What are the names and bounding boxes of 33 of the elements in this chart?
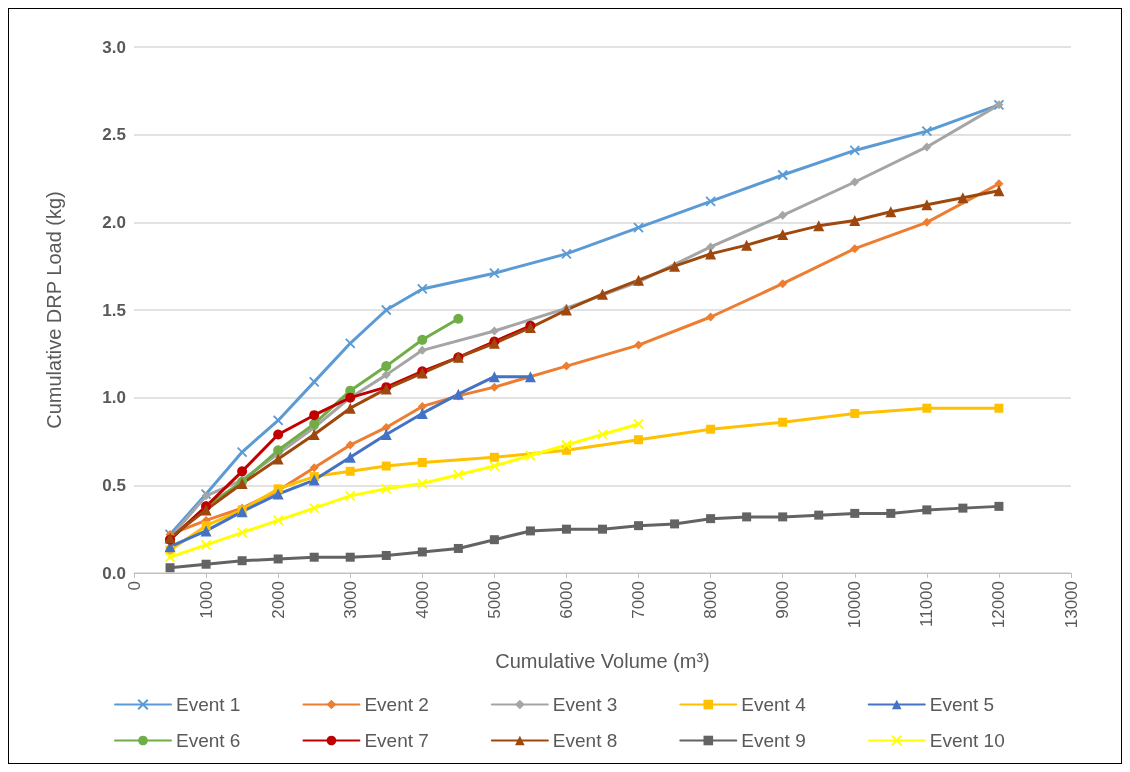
- y-tick-label: 0.0: [102, 563, 126, 583]
- x-tick-label: 5000: [484, 581, 504, 619]
- y-tick-label: 2.0: [102, 212, 126, 232]
- legend-label: Event 9: [741, 730, 806, 751]
- y-tick-label: 2.5: [102, 125, 126, 145]
- x-tick-label: 10000: [845, 581, 865, 629]
- y-tick-label: 1.0: [102, 388, 126, 408]
- x-tick-label: 2000: [268, 581, 288, 619]
- x-tick-label: 4000: [412, 581, 432, 619]
- legend-label: Event 6: [176, 730, 241, 751]
- x-tick-label: 13000: [1061, 581, 1081, 629]
- legend-label: Event 5: [929, 694, 995, 715]
- x-tick-label: 9000: [773, 581, 793, 619]
- legend-label: Event 3: [552, 694, 618, 715]
- x-tick-label: 6000: [556, 581, 576, 619]
- x-tick-label: 8000: [701, 581, 721, 619]
- legend-label: Event 4: [741, 694, 807, 715]
- legend-label: Event 1: [176, 694, 241, 715]
- y-tick-label: 3.0: [102, 37, 126, 57]
- x-axis-title: Cumulative Volume (m³): [495, 650, 710, 672]
- legend-label: Event 7: [364, 730, 429, 751]
- legend-label: Event 10: [929, 730, 1005, 751]
- x-tick-label: 3000: [340, 581, 360, 619]
- x-tick-label: 1000: [196, 581, 216, 619]
- y-axis-title: Cumulative DRP Load (kg): [43, 191, 65, 429]
- y-tick-label: 1.5: [102, 300, 126, 320]
- x-tick-label: 12000: [989, 581, 1009, 629]
- x-tick-label: 11000: [917, 581, 937, 628]
- x-tick-label: 7000: [629, 581, 649, 619]
- legend-label: Event 8: [552, 730, 618, 751]
- legend-label: Event 2: [364, 694, 429, 715]
- y-tick-label: 0.5: [102, 475, 126, 495]
- x-tick-label: 0: [124, 581, 144, 591]
